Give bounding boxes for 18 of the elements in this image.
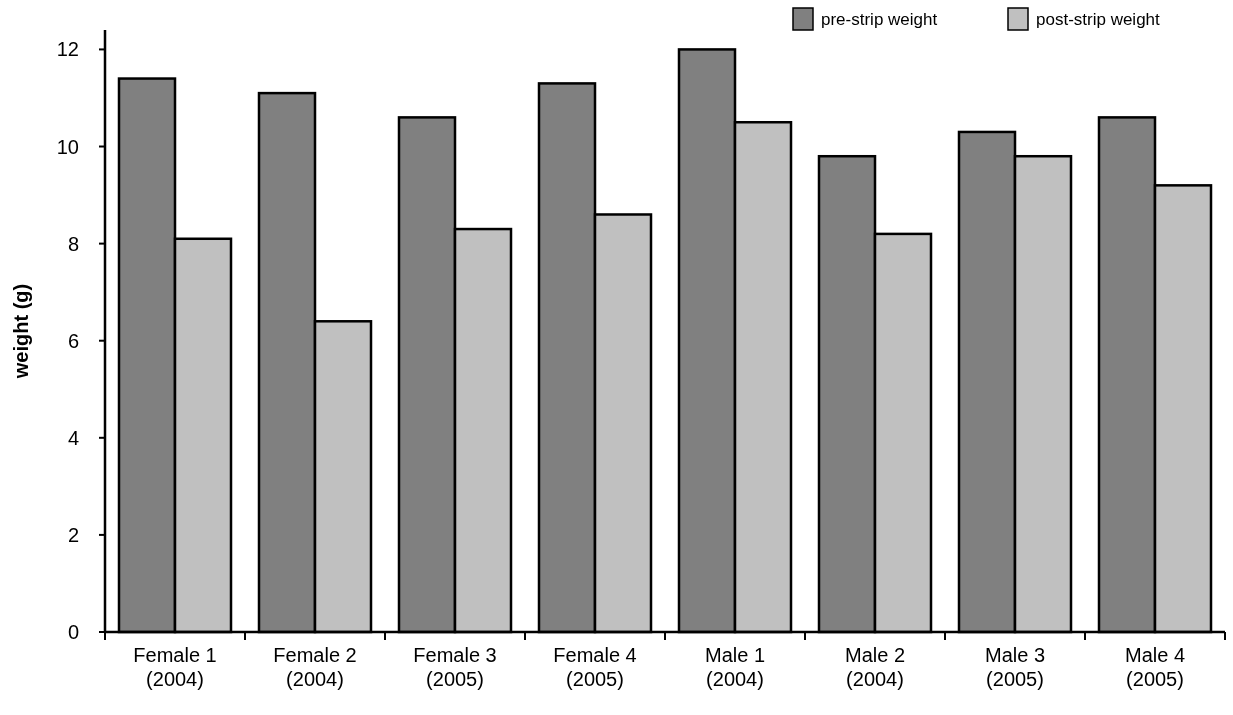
legend-label: pre-strip weight <box>821 9 938 29</box>
y-tick-label: 6 <box>67 329 79 352</box>
y-tick-label: 4 <box>67 426 79 449</box>
x-tick-label: Female 2 (2004) <box>273 644 357 690</box>
y-tick-label: 12 <box>56 38 79 61</box>
y-axis-title: weight (g) <box>10 283 32 380</box>
y-tick-label: 10 <box>56 135 79 158</box>
x-tick-label: Female 4 (2005) <box>553 644 637 690</box>
y-tick-label: 2 <box>67 523 79 546</box>
x-tick-label: Male 4 (2005) <box>1124 644 1186 690</box>
x-tick-label: Female 1 (2004) <box>133 644 217 690</box>
x-tick-label: Male 2 (2004) <box>844 644 906 690</box>
legend-label: post-strip weight <box>1036 9 1161 29</box>
x-tick-label: Female 3 (2005) <box>413 644 497 690</box>
x-tick-label: Male 1 (2004) <box>704 644 766 690</box>
y-tick-label: 8 <box>67 232 79 255</box>
y-tick-label: 0 <box>67 621 79 643</box>
x-tick-label: Male 3 (2005) <box>984 644 1046 690</box>
